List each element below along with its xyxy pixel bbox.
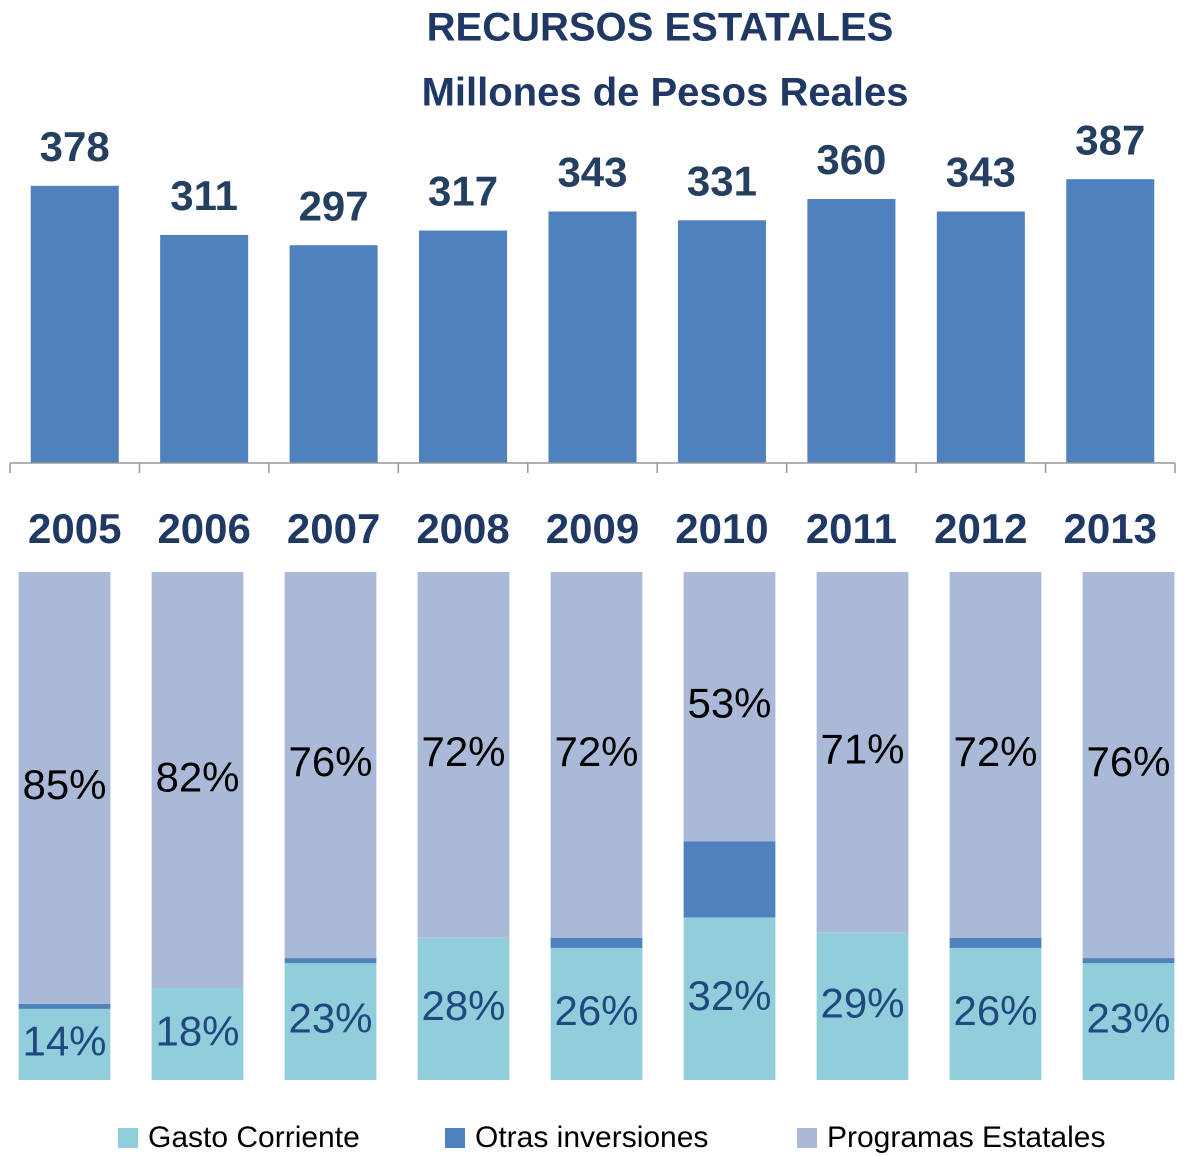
- x-tick-label: 2006: [157, 505, 250, 552]
- bar-segment: [949, 937, 1042, 948]
- bar-segment: [949, 947, 1042, 1080]
- bar-segment: [151, 572, 244, 989]
- bar: [807, 199, 896, 463]
- value-label: 72%: [421, 728, 505, 775]
- bar-segment: [284, 963, 377, 1080]
- bar-segment: [417, 572, 510, 938]
- bar-segment: [18, 1008, 111, 1080]
- value-label: 71%: [820, 725, 904, 772]
- bar-segment: [683, 841, 776, 918]
- bar-segment: [18, 1003, 111, 1009]
- value-label: 23%: [1086, 995, 1170, 1042]
- chart-title: RECURSOS ESTATALES: [427, 6, 894, 50]
- value-label: 343: [946, 149, 1016, 196]
- bar-segment: [550, 947, 643, 1080]
- value-label: 317: [428, 168, 498, 215]
- value-label: 76%: [1086, 738, 1170, 785]
- value-label: 378: [40, 123, 110, 170]
- bar-segment: [284, 572, 377, 959]
- value-label: 343: [557, 149, 627, 196]
- bar-segment: [151, 988, 244, 1080]
- bar-segment: [550, 572, 643, 938]
- x-tick-label: 2011: [806, 505, 897, 552]
- x-tick-label: 2010: [675, 505, 768, 552]
- bar: [289, 245, 378, 463]
- bar-segment: [1082, 963, 1175, 1080]
- value-label: 29%: [820, 979, 904, 1026]
- value-label: 18%: [155, 1007, 239, 1054]
- value-label: 331: [687, 157, 757, 204]
- value-label: 26%: [953, 987, 1037, 1034]
- bar-segment: [18, 572, 111, 1004]
- bar-segment: [949, 572, 1042, 938]
- x-tick-label: 2012: [934, 505, 1027, 552]
- legend-label: Programas Estatales: [827, 1121, 1105, 1154]
- bar: [677, 220, 766, 463]
- bar-segment: [1082, 958, 1175, 964]
- value-label: 311: [170, 172, 238, 219]
- bar-segment: [816, 572, 909, 933]
- x-tick-label: 2013: [1064, 505, 1157, 552]
- bar-segment: [1082, 572, 1175, 959]
- value-label: 72%: [953, 728, 1037, 775]
- value-label: 76%: [288, 738, 372, 785]
- value-label: 23%: [288, 995, 372, 1042]
- value-label: 387: [1075, 116, 1145, 163]
- value-label: 360: [816, 136, 886, 183]
- legend-label: Gasto Corriente: [148, 1121, 360, 1154]
- bar: [30, 185, 119, 464]
- legend-swatch: [797, 1128, 817, 1148]
- bar: [160, 234, 249, 463]
- value-label: 26%: [554, 987, 638, 1034]
- bar-segment: [816, 932, 909, 1080]
- bar: [548, 211, 637, 463]
- value-label: 297: [299, 182, 369, 229]
- bar-segment: [550, 937, 643, 948]
- value-label: 72%: [554, 728, 638, 775]
- bar-segment: [417, 937, 510, 1080]
- bar: [936, 211, 1025, 463]
- value-label: 85%: [22, 761, 106, 808]
- legend-label: Otras inversiones: [475, 1121, 708, 1154]
- x-tick-label: 2009: [546, 505, 639, 552]
- chart-subtitle: Millones de Pesos Reales: [422, 71, 909, 115]
- bar-segment: [284, 958, 377, 964]
- value-label: 82%: [155, 753, 239, 800]
- x-tick-label: 2008: [416, 505, 509, 552]
- value-label: 32%: [687, 972, 771, 1019]
- legend-swatch: [118, 1128, 138, 1148]
- legend-swatch: [445, 1128, 465, 1148]
- bar: [419, 230, 508, 463]
- value-label: 14%: [22, 1018, 106, 1065]
- x-tick-label: 2007: [287, 505, 380, 552]
- value-label: 53%: [687, 680, 771, 727]
- value-label: 28%: [421, 982, 505, 1029]
- x-tick-label: 2005: [28, 505, 121, 552]
- bar: [1066, 179, 1155, 463]
- bar-segment: [683, 917, 776, 1080]
- bar-segment: [683, 572, 776, 842]
